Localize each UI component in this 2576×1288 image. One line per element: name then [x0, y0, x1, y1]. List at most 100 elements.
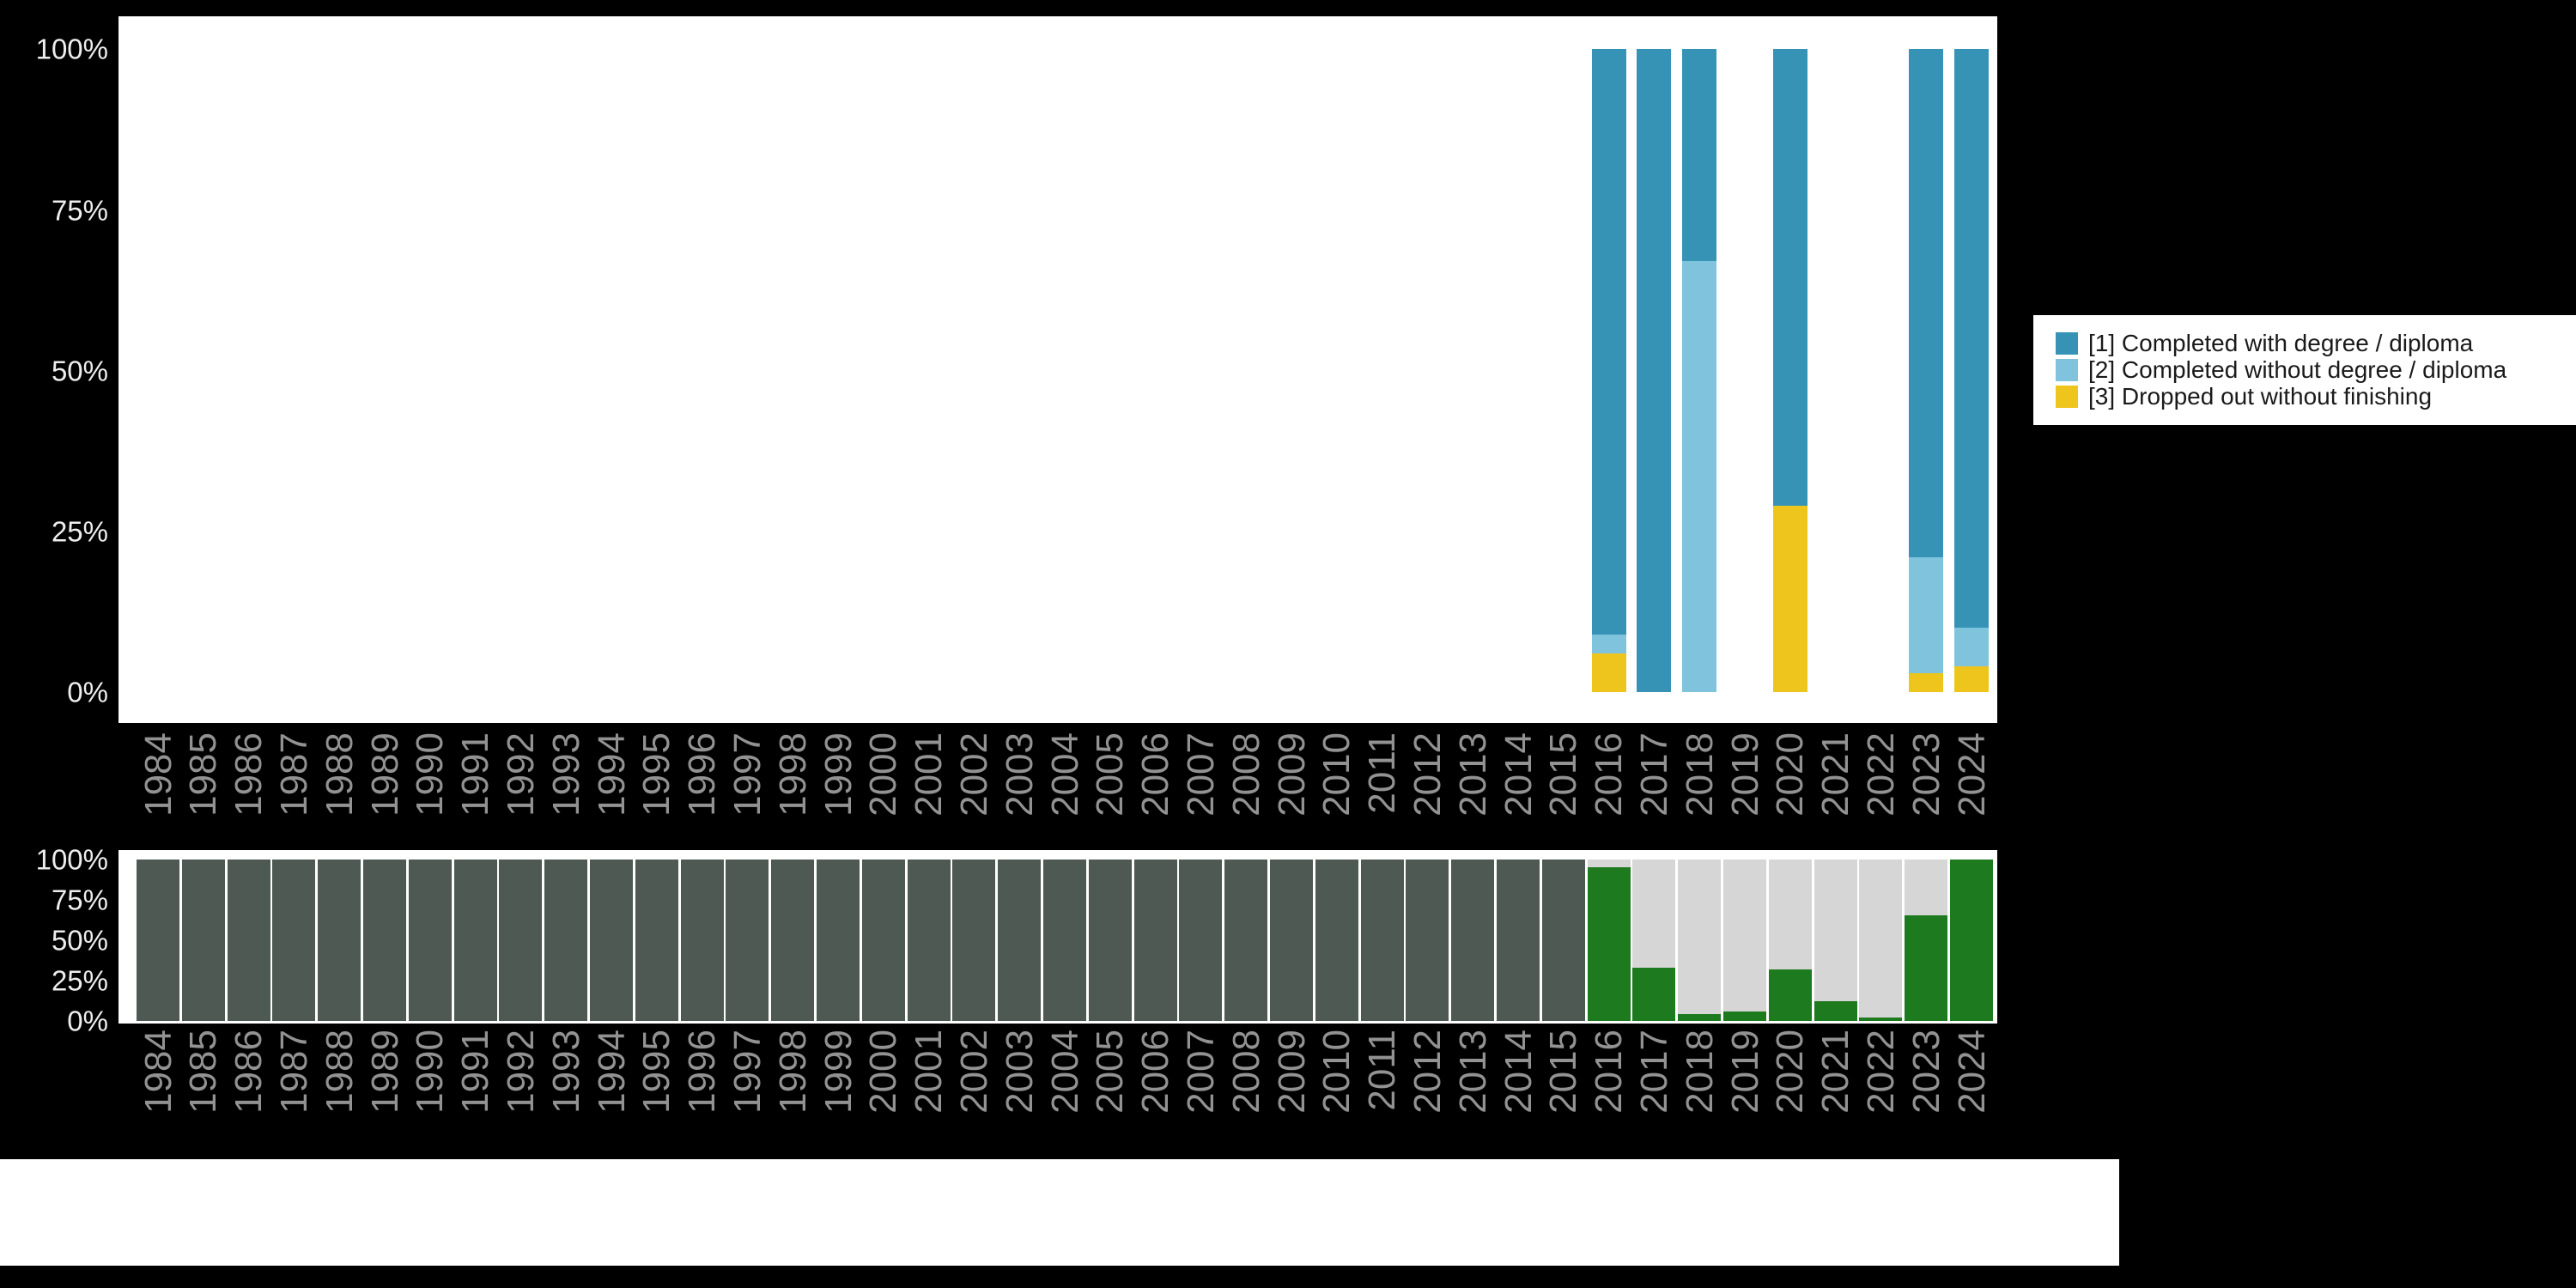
- y-axis-tick-label: 0%: [67, 1005, 108, 1037]
- x-axis-year-label: 2002: [952, 732, 995, 817]
- x-axis-year-label: 2011: [1361, 1030, 1404, 1111]
- bar-segment: [1637, 49, 1672, 692]
- x-axis-year-label: 1994: [590, 1030, 633, 1114]
- x-axis-year-label: 2018: [1678, 1030, 1721, 1114]
- legend-label: [1] Completed with degree / diploma: [2088, 330, 2474, 356]
- x-axis-year-label: 1985: [182, 732, 225, 817]
- bar-segment: [453, 859, 497, 1021]
- x-axis-year-label: 2019: [1723, 732, 1766, 817]
- bar-segment: [861, 859, 905, 1021]
- x-axis-year-label: 1991: [454, 1030, 497, 1114]
- bar-segment: [1632, 967, 1676, 1021]
- bar-segment: [544, 859, 588, 1021]
- x-axis-year-label: 1991: [454, 732, 497, 817]
- legend-label: [2] Completed without degree / diploma: [2088, 356, 2507, 383]
- bar-segment: [1954, 49, 1989, 629]
- bar-segment: [1954, 666, 1989, 692]
- value-legend: [1] Completed with degree / diploma [2] C…: [2033, 315, 2576, 425]
- bar-segment: [1909, 49, 1944, 557]
- legend-item: [3] Dropped out without finishing: [2056, 383, 2576, 410]
- x-axis-year-label: 1996: [681, 732, 724, 817]
- y-axis-tick-label: 100%: [35, 843, 108, 875]
- x-axis-year-label: 1995: [635, 732, 678, 817]
- legend-swatch: [2056, 385, 2078, 408]
- x-axis-year-label: 2022: [1859, 732, 1902, 817]
- x-axis-year-label: 2005: [1089, 732, 1132, 817]
- bar-segment: [907, 859, 951, 1021]
- x-axis-year-label: 2001: [908, 732, 951, 817]
- bar-segment: [1905, 859, 1948, 916]
- bar-segment: [181, 859, 225, 1021]
- x-axis-year-label: 1986: [228, 732, 270, 817]
- bar-segment: [1541, 859, 1585, 1021]
- x-axis-year-label: 2020: [1769, 732, 1812, 817]
- bar-segment: [1360, 859, 1404, 1021]
- y-axis-tick-label: 50%: [51, 924, 108, 957]
- x-axis-year-label: 2016: [1588, 1030, 1631, 1114]
- y-axis-tick-label: 0%: [67, 676, 108, 708]
- x-axis-year-label: 2004: [1043, 1030, 1086, 1114]
- x-axis-year-label: 1999: [817, 732, 860, 817]
- bar-segment: [771, 859, 815, 1021]
- x-axis-year-label: 2010: [1315, 732, 1358, 817]
- x-axis-year-label: 2006: [1134, 732, 1177, 817]
- bar-segment: [817, 859, 860, 1021]
- bar-segment: [1591, 634, 1626, 654]
- bar-segment: [635, 859, 678, 1021]
- x-axis-year-label: 2000: [862, 732, 905, 817]
- x-axis-year-label: 2006: [1134, 1030, 1177, 1114]
- x-axis-year-label: 2021: [1814, 1030, 1857, 1114]
- bar-segment: [363, 859, 406, 1021]
- y-axis-tick-label: 50%: [51, 355, 108, 387]
- bar-segment: [590, 859, 633, 1021]
- x-axis-year-label: 1994: [590, 732, 633, 817]
- x-axis-year-label: 1998: [771, 1030, 814, 1114]
- x-axis-year-label: 1989: [363, 1030, 406, 1114]
- x-axis-year-label: 2022: [1859, 1030, 1902, 1114]
- x-axis-year-label: 2020: [1769, 1030, 1812, 1114]
- bar-segment: [1909, 672, 1944, 692]
- bar-segment: [998, 859, 1042, 1021]
- x-axis-year-label: 1993: [544, 732, 587, 817]
- x-axis-year-label: 2021: [1814, 732, 1857, 817]
- bar-segment: [1909, 556, 1944, 673]
- x-axis-year-label: 2012: [1406, 732, 1449, 817]
- bar-segment: [1587, 859, 1631, 867]
- x-axis-year-label: 2014: [1497, 732, 1540, 817]
- bar-segment: [1587, 866, 1631, 1021]
- bar-segment: [726, 859, 769, 1021]
- bar-segment: [1814, 1001, 1857, 1021]
- bar-segment: [227, 859, 270, 1021]
- x-axis-year-label: 2004: [1043, 732, 1086, 817]
- bar-segment: [1678, 859, 1722, 1015]
- x-axis-year-label: 2019: [1723, 1030, 1766, 1114]
- bar-segment: [1682, 261, 1717, 692]
- values-plot-area: [118, 16, 1997, 723]
- bar-segment: [1905, 915, 1948, 1021]
- x-axis-year-label: 2009: [1270, 1030, 1313, 1114]
- x-axis-year-label: 2001: [908, 1030, 951, 1114]
- missings-plot-area: [118, 850, 1997, 1024]
- bar-segment: [1179, 859, 1223, 1021]
- x-axis-year-label: 1993: [544, 1030, 587, 1114]
- x-axis-year-label: 1995: [635, 1030, 678, 1114]
- legend-swatch: [2056, 358, 2078, 381]
- bar-segment: [1591, 653, 1626, 692]
- bar-segment: [1043, 859, 1086, 1021]
- bar-segment: [1859, 859, 1903, 1018]
- x-axis-year-label: 2023: [1905, 732, 1947, 817]
- x-axis-year-label: 1999: [817, 1030, 860, 1114]
- x-axis-year-label: 1987: [272, 732, 315, 817]
- y-axis-tick-label: 25%: [51, 964, 108, 997]
- bar-segment: [1133, 859, 1177, 1021]
- bar-segment: [1772, 49, 1807, 506]
- bar-segment: [1315, 859, 1358, 1021]
- x-axis-year-label: 2015: [1542, 732, 1585, 817]
- bar-segment: [137, 859, 179, 1021]
- x-axis-year-label: 2018: [1678, 732, 1721, 817]
- bar-segment: [1954, 628, 1989, 667]
- bar-segment: [680, 859, 724, 1021]
- x-axis-year-label: 1992: [499, 1030, 542, 1114]
- x-axis-year-label: 2007: [1179, 732, 1222, 817]
